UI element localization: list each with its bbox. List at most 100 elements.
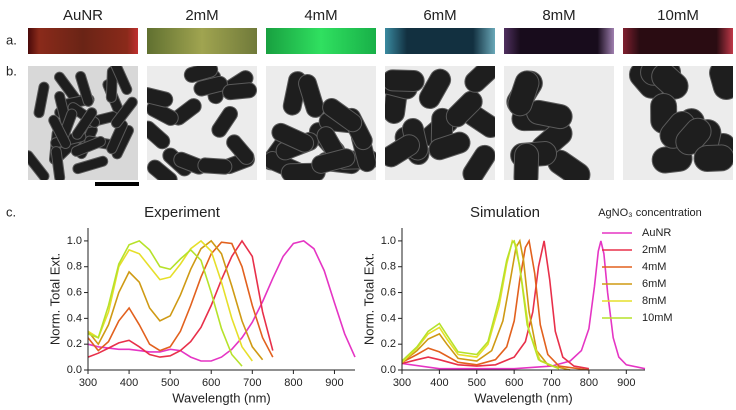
y-tick-label: 0.0 <box>381 364 396 376</box>
nanorod <box>50 146 66 180</box>
rods <box>266 71 376 180</box>
nanorod <box>298 74 325 118</box>
y-tick-label: 0.2 <box>381 338 396 350</box>
color-swatch <box>385 28 495 54</box>
column-label: 10mM <box>657 7 699 24</box>
x-tick-label: 800 <box>580 377 598 389</box>
nanorod <box>75 70 94 107</box>
column-label: 4mM <box>304 7 337 24</box>
nanorod <box>462 144 495 180</box>
nanorod <box>193 75 228 97</box>
nanorod <box>322 97 363 133</box>
y-tick-label: 0.0 <box>67 364 82 376</box>
x-tick-label: 300 <box>79 377 97 389</box>
legend-label: AuNR <box>642 227 671 239</box>
nanorod <box>110 96 138 129</box>
spectrum-line <box>87 239 264 361</box>
y-tick-label: 0.4 <box>67 312 82 324</box>
legend-label: 2mM <box>642 244 666 256</box>
rods <box>628 66 733 174</box>
nanorod <box>675 117 712 156</box>
legend-label: 10mM <box>642 312 673 324</box>
nanorod <box>183 66 219 83</box>
legend-label: 8mM <box>642 295 666 307</box>
tem-image <box>504 66 614 180</box>
x-axis-label: Wavelength (nm) <box>172 390 271 405</box>
nanorod <box>197 157 233 175</box>
y-tick-label: 0.6 <box>67 286 82 298</box>
x-tick-label: 500 <box>468 377 486 389</box>
rods <box>28 66 138 180</box>
nanorod <box>271 122 315 153</box>
y-tick-label: 1.0 <box>381 235 396 247</box>
legend-title: AgNO₃ concentration <box>598 207 702 219</box>
rods <box>385 66 495 180</box>
y-tick-label: 0.8 <box>381 261 396 273</box>
x-tick-label: 700 <box>542 377 560 389</box>
nanorod <box>72 155 109 175</box>
spectrum-line <box>401 239 560 370</box>
nanorod <box>147 159 178 180</box>
y-tick-label: 0.4 <box>381 312 396 324</box>
row-label: a. <box>6 32 17 47</box>
rods <box>506 70 591 180</box>
nanorod <box>693 144 733 172</box>
x-tick-label: 800 <box>284 377 302 389</box>
x-tick-label: 300 <box>393 377 411 389</box>
x-axis-label: Wavelength (nm) <box>474 390 573 405</box>
spectrum-line <box>87 240 356 362</box>
column-label: 6mM <box>423 7 456 24</box>
nanorod <box>222 82 257 101</box>
x-tick-label: 700 <box>243 377 261 389</box>
tem-image <box>28 66 138 180</box>
nanorod <box>226 134 255 165</box>
row-label: c. <box>6 204 16 219</box>
y-tick-label: 0.8 <box>67 261 82 273</box>
column-label: 2mM <box>185 7 218 24</box>
nanorod <box>311 148 356 174</box>
legend-label: 6mM <box>642 278 666 290</box>
nanorod <box>418 68 452 110</box>
spectrum-line <box>87 239 253 362</box>
nanorod <box>70 136 106 157</box>
nanorod <box>428 131 471 161</box>
y-tick-label: 1.0 <box>67 235 82 247</box>
y-tick-label: 0.2 <box>67 338 82 350</box>
tem-image <box>385 66 495 180</box>
spectrum-line <box>87 241 274 358</box>
x-tick-label: 400 <box>430 377 448 389</box>
chart-title: Simulation <box>470 204 540 221</box>
x-tick-label: 900 <box>617 377 635 389</box>
nanorod <box>211 105 238 138</box>
row-label: b. <box>6 63 17 78</box>
color-swatch <box>147 28 257 54</box>
color-swatch <box>28 28 138 54</box>
tem-image <box>147 66 257 180</box>
color-swatch <box>504 28 614 54</box>
x-tick-label: 600 <box>505 377 523 389</box>
spectrum-line <box>401 240 590 370</box>
y-axis-label: Norm. Total Ext. <box>47 253 62 345</box>
color-swatch <box>266 28 376 54</box>
nanorod <box>33 81 50 119</box>
spectrum-line <box>401 238 571 371</box>
nanorod <box>110 66 133 95</box>
x-tick-label: 400 <box>120 377 138 389</box>
column-label: 8mM <box>542 7 575 24</box>
x-tick-label: 500 <box>161 377 179 389</box>
y-tick-label: 0.6 <box>381 286 396 298</box>
spectrum-line <box>87 239 243 367</box>
x-tick-label: 900 <box>325 377 343 389</box>
color-swatch <box>623 28 733 54</box>
x-tick-label: 600 <box>202 377 220 389</box>
nanorod <box>513 142 540 180</box>
nanorod <box>651 66 689 100</box>
rods <box>147 66 257 180</box>
nanorod <box>507 70 540 117</box>
nanorod <box>464 66 495 93</box>
nanorod <box>385 69 425 92</box>
spectrum-line <box>401 238 590 371</box>
column-label: AuNR <box>63 7 103 24</box>
y-axis-label: Norm. Total Ext. <box>361 253 376 345</box>
